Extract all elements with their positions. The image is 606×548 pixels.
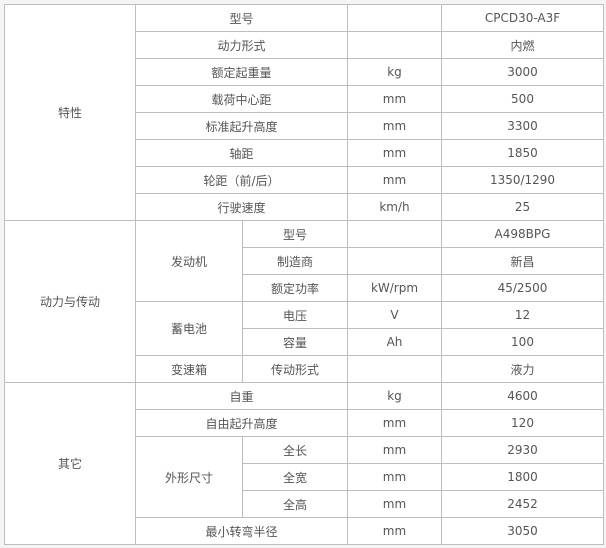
table-cell xyxy=(347,31,442,59)
table-row: 外形尺寸 全长 mm 2930 xyxy=(5,436,604,518)
table-cell: 全宽 xyxy=(242,463,348,491)
table-row: 其它 自重 kg 4600 xyxy=(4,382,604,545)
table-row: 蓄电池 电压 V 12 xyxy=(5,301,604,356)
table-cell: 自重 xyxy=(135,382,348,410)
table-cell: 特性 xyxy=(4,4,136,221)
table-row: 额定功率 kW/rpm 45/2500 xyxy=(5,274,604,302)
table-row: 轮距（前/后） mm 1350/1290 xyxy=(5,166,604,194)
table-cell: 4600 xyxy=(441,382,604,410)
spec-table-body: 特性 型号 CPCD30-A3F 动力形式 内燃 额定起重量 kg 3000 载荷中心距 mm 50… xyxy=(4,4,604,545)
table-cell: 3000 xyxy=(441,58,604,86)
table-cell: mm xyxy=(347,463,442,491)
table-cell: 额定起重量 xyxy=(135,58,348,86)
table-cell: 轮距（前/后） xyxy=(135,166,348,194)
table-row: 全高 mm 2452 xyxy=(5,490,604,518)
table-cell: A498BPG xyxy=(441,220,604,248)
table-cell: 2452 xyxy=(441,490,604,518)
table-cell: 电压 xyxy=(242,301,348,329)
table-cell: 45/2500 xyxy=(441,274,604,302)
table-row: 轴距 mm 1850 xyxy=(5,139,604,167)
table-cell: 发动机 xyxy=(135,220,243,302)
table-cell: mm xyxy=(347,409,442,437)
table-cell: 额定功率 xyxy=(242,274,348,302)
table-row: 容量 Ah 100 xyxy=(5,328,604,356)
table-cell: mm xyxy=(347,112,442,140)
table-cell: 载荷中心距 xyxy=(135,85,348,113)
table-cell: 标准起升高度 xyxy=(135,112,348,140)
table-cell: 内燃 xyxy=(441,31,604,59)
table-row: 额定起重量 kg 3000 xyxy=(5,58,604,86)
table-row: 标准起升高度 mm 3300 xyxy=(5,112,604,140)
table-cell: V xyxy=(347,301,442,329)
table-row: 最小转弯半径 mm 3050 xyxy=(5,517,604,545)
table-cell: kg xyxy=(347,382,442,410)
table-row: 制造商 新昌 xyxy=(5,247,604,275)
table-cell: CPCD30-A3F xyxy=(441,4,604,32)
table-cell: 型号 xyxy=(135,4,348,32)
table-cell: 2930 xyxy=(441,436,604,464)
table-cell: mm xyxy=(347,436,442,464)
table-cell xyxy=(347,355,442,383)
table-cell: 自由起升高度 xyxy=(135,409,348,437)
table-cell: 其它 xyxy=(4,382,136,545)
table-cell xyxy=(347,220,442,248)
table-cell: 120 xyxy=(441,409,604,437)
table-cell xyxy=(347,4,442,32)
table-cell: 制造商 xyxy=(242,247,348,275)
table-cell: mm xyxy=(347,166,442,194)
table-cell xyxy=(347,247,442,275)
table-row: 动力与传动 发动机 型号 A498BPG xyxy=(4,220,604,383)
table-cell: 25 xyxy=(441,193,604,221)
table-cell: 3300 xyxy=(441,112,604,140)
table-cell: 轴距 xyxy=(135,139,348,167)
table-row: 变速箱 传动形式 液力 xyxy=(5,355,604,383)
table-cell: mm xyxy=(347,139,442,167)
table-cell: 外形尺寸 xyxy=(135,436,243,518)
table-cell: 传动形式 xyxy=(242,355,348,383)
table-cell: mm xyxy=(347,517,442,545)
table-cell: 全长 xyxy=(242,436,348,464)
table-row: 特性 型号 CPCD30-A3F xyxy=(4,4,604,221)
table-cell: 动力与传动 xyxy=(4,220,136,383)
table-cell: 1800 xyxy=(441,463,604,491)
table-cell: 100 xyxy=(441,328,604,356)
table-cell: kW/rpm xyxy=(347,274,442,302)
table-cell: 全高 xyxy=(242,490,348,518)
table-cell: 动力形式 xyxy=(135,31,348,59)
table-cell: 1850 xyxy=(441,139,604,167)
table-cell: mm xyxy=(347,490,442,518)
table-cell: 液力 xyxy=(441,355,604,383)
table-cell: km/h xyxy=(347,193,442,221)
table-cell: 最小转弯半径 xyxy=(135,517,348,545)
table-cell: 行驶速度 xyxy=(135,193,348,221)
table-cell: 500 xyxy=(441,85,604,113)
table-cell: 容量 xyxy=(242,328,348,356)
table-row: 自由起升高度 mm 120 xyxy=(5,409,604,437)
spec-table: 特性 型号 CPCD30-A3F 动力形式 内燃 额定起重量 kg 3000 载荷中心距 mm 50… xyxy=(4,4,604,545)
table-cell: 型号 xyxy=(242,220,348,248)
table-row: 载荷中心距 mm 500 xyxy=(5,85,604,113)
table-cell: 蓄电池 xyxy=(135,301,243,356)
table-cell: 12 xyxy=(441,301,604,329)
table-row: 全宽 mm 1800 xyxy=(5,463,604,491)
table-cell: kg xyxy=(347,58,442,86)
table-cell: 变速箱 xyxy=(135,355,243,383)
table-cell: 1350/1290 xyxy=(441,166,604,194)
table-cell: Ah xyxy=(347,328,442,356)
table-cell: 新昌 xyxy=(441,247,604,275)
table-cell: 3050 xyxy=(441,517,604,545)
table-cell: mm xyxy=(347,85,442,113)
